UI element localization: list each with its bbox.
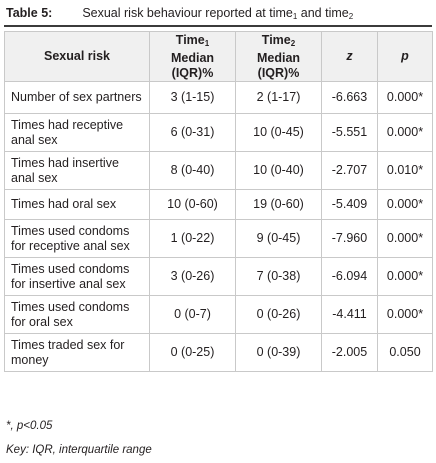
table-title: Sexual risk behaviour reported at time1 … [82,6,354,21]
table-row: Times had insertive anal sex 8 (0-40) 10… [4,151,433,190]
cell-p: 0.000* [377,257,433,296]
cell-risk: Times had oral sex [4,189,150,220]
cell-time2: 10 (0-45) [235,113,322,152]
table-row: Times traded sex for money 0 (0-25) 0 (0… [4,333,433,372]
header-time2: Time2 Median (IQR)% [235,31,322,82]
cell-time1: 6 (0-31) [149,113,236,152]
table-number: Table 5: [6,6,53,20]
header-row: Sexual risk Time1 Median (IQR)% Time2 Medi… [4,31,433,82]
cell-z: -2.707 [321,151,378,190]
table-row: Number of sex partners 3 (1-15) 2 (1-17)… [4,81,433,114]
cell-time2: 9 (0-45) [235,219,322,258]
cell-time2: 7 (0-38) [235,257,322,296]
sexual-risk-table: Sexual risk Time1 Median (IQR)% Time2 Medi… [4,31,433,372]
cell-p: 0.000* [377,295,433,334]
cell-time1: 0 (0-25) [149,333,236,372]
cell-risk: Times used condoms for insertive anal se… [4,257,150,296]
cell-time2: 19 (0-60) [235,189,322,220]
cell-z: -5.409 [321,189,378,220]
table-caption: Table 5: Sexual risk behaviour reported a… [6,5,353,25]
footnote-key: Key: IQR, interquartile range [6,444,152,456]
cell-z: -2.005 [321,333,378,372]
cell-time2: 0 (0-26) [235,295,322,334]
cell-time1: 1 (0-22) [149,219,236,258]
cell-time1: 3 (1-15) [149,81,236,114]
cell-p: 0.010* [377,151,433,190]
cell-time1: 0 (0-7) [149,295,236,334]
cell-risk: Number of sex partners [4,81,150,114]
cell-time2: 2 (1-17) [235,81,322,114]
cell-time2: 10 (0-40) [235,151,322,190]
cell-time1: 8 (0-40) [149,151,236,190]
header-time1: Time1 Median (IQR)% [149,31,236,82]
cell-risk: Times had insertive anal sex [4,151,150,190]
header-z: z [321,31,378,82]
footnote-significance: *, p<0.05 [6,420,53,432]
table-row: Times had oral sex 10 (0-60) 19 (0-60) -… [4,189,433,220]
cell-time1: 3 (0-26) [149,257,236,296]
cell-risk: Times traded sex for money [4,333,150,372]
cell-p: 0.000* [377,81,433,114]
cell-p: 0.000* [377,189,433,220]
header-p: p [377,31,433,82]
table-row: Times used condoms for insertive anal se… [4,257,433,296]
cell-z: -4.411 [321,295,378,334]
table-row: Times used condoms for oral sex 0 (0-7) … [4,295,433,334]
cell-z: -5.551 [321,113,378,152]
top-rule [4,25,432,27]
cell-z: -6.094 [321,257,378,296]
cell-risk: Times had receptive anal sex [4,113,150,152]
table-row: Times had receptive anal sex 6 (0-31) 10… [4,113,433,152]
cell-time2: 0 (0-39) [235,333,322,372]
cell-time1: 10 (0-60) [149,189,236,220]
cell-p: 0.050 [377,333,433,372]
cell-risk: Times used condoms for receptive anal se… [4,219,150,258]
cell-p: 0.000* [377,113,433,152]
cell-risk: Times used condoms for oral sex [4,295,150,334]
cell-z: -7.960 [321,219,378,258]
table-row: Times used condoms for receptive anal se… [4,219,433,258]
cell-p: 0.000* [377,219,433,258]
header-sexual-risk: Sexual risk [4,31,150,82]
cell-z: -6.663 [321,81,378,114]
